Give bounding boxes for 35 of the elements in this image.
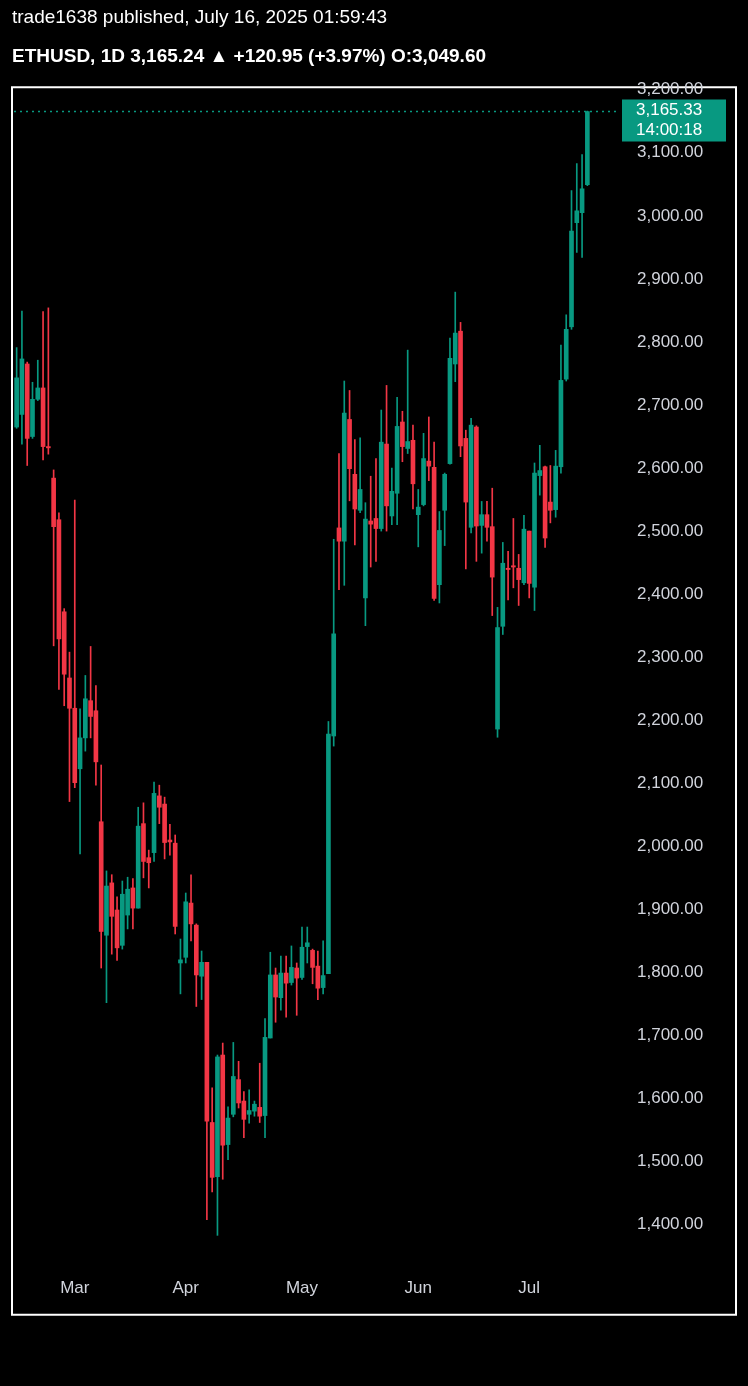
x-tick-label: Jun: [404, 1278, 432, 1298]
x-tick-label: Mar: [60, 1278, 90, 1298]
candlestick: [574, 163, 580, 253]
candlestick: [479, 501, 484, 554]
y-tick-label: 2,500.00: [637, 520, 704, 540]
x-tick-label: Apr: [172, 1278, 200, 1298]
y-tick-label: 1,400.00: [637, 1214, 704, 1234]
y-tick-label: 1,800.00: [637, 962, 704, 982]
y-tick-label: 2,800.00: [637, 331, 704, 351]
chart-title: trade1638 published, July 16, 2025 01:59:43: [12, 6, 388, 28]
candlestick: [304, 926, 310, 964]
y-tick-label: 3,100.00: [637, 142, 704, 162]
x-tick-label: Jul: [518, 1278, 541, 1298]
y-tick-label: 1,900.00: [637, 899, 704, 919]
x-tick-label: May: [285, 1278, 319, 1298]
y-tick-label: 2,600.00: [637, 457, 704, 477]
y-tick-label: 2,900.00: [637, 268, 704, 288]
y-tick-label: 2,100.00: [637, 772, 704, 792]
y-tick-label: 2,300.00: [637, 646, 704, 666]
y-tick-label: 1,600.00: [637, 1088, 704, 1108]
y-tick-label: 1,500.00: [637, 1151, 704, 1171]
y-tick-label: 2,200.00: [637, 709, 704, 729]
candlestick: [415, 489, 421, 548]
text: 14:00:18: [636, 120, 703, 140]
candlestick: [426, 416, 432, 481]
y-tick-label: 2,700.00: [637, 394, 704, 414]
ref-line-label: 3,165.33: [636, 100, 703, 120]
y-tick-label: 2,000.00: [637, 836, 704, 856]
y-tick-label: 3,000.00: [637, 205, 704, 225]
y-tick-label: 1,700.00: [637, 1025, 704, 1045]
candlestick: [294, 962, 300, 1016]
chart-subtitle: ETHUSD, 1D 3,165.24 ▲ +120.95 (+3.97%) O:3,049.60: [12, 45, 487, 67]
candlestick: [405, 349, 411, 454]
y-tick-label: 2,400.00: [637, 583, 704, 603]
candlestick: [257, 1062, 263, 1123]
